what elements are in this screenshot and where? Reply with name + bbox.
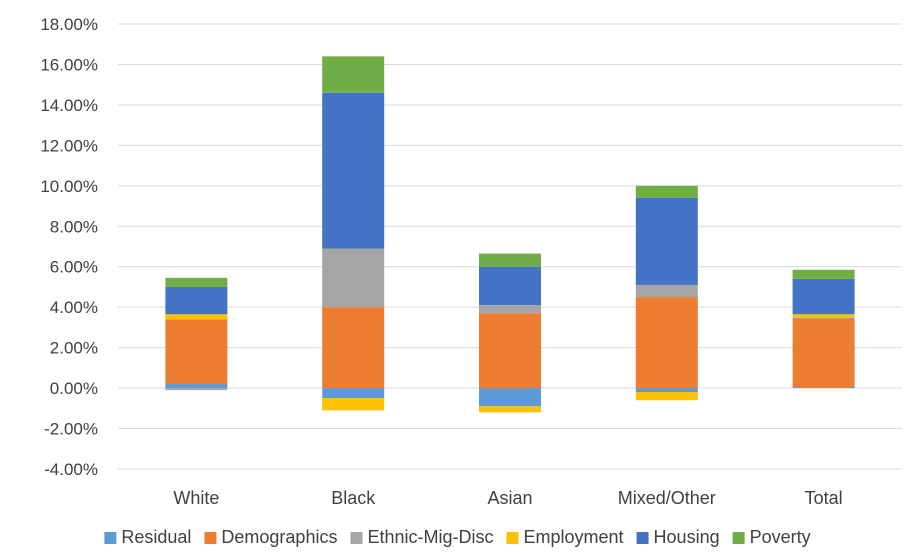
legend-label: Employment <box>524 527 624 547</box>
bar-segment-poverty <box>792 269 855 279</box>
bar-segment-demographics <box>479 313 541 389</box>
legend-swatch <box>204 532 217 544</box>
bars <box>165 56 855 413</box>
legend-label: Housing <box>654 527 720 547</box>
bar-segment-demographics <box>165 319 228 385</box>
x-category-label: White <box>173 488 219 508</box>
legend-swatch <box>104 532 117 544</box>
y-tick-label: 6.00% <box>50 258 98 277</box>
legend-item: Residual <box>104 527 191 547</box>
legend-item: Employment <box>506 527 624 547</box>
bar-segment-employment <box>322 398 385 411</box>
x-category-label: Black <box>331 488 376 508</box>
bar-segment-poverty <box>635 185 698 198</box>
bar-segment-housing <box>635 197 698 285</box>
y-tick-label: 2.00% <box>50 339 98 358</box>
legend-swatch <box>732 532 745 544</box>
legend-swatch <box>350 532 363 544</box>
bar-segment-employment <box>792 314 855 318</box>
legend-item: Housing <box>636 527 720 547</box>
bar-segment-employment <box>165 314 228 320</box>
y-tick-label: 8.00% <box>50 217 98 236</box>
y-axis: -4.00% -2.00% 0.00% 2.00% 4.00% 6.00% 8.00% 10.… <box>40 15 98 479</box>
legend-item: Demographics <box>204 527 337 547</box>
bar-segment-ethnic-mig-disc <box>792 317 855 319</box>
legend-label: Poverty <box>750 527 811 547</box>
bar-segment-housing <box>165 286 228 315</box>
bar-segment-ethnic-mig-disc <box>165 388 228 391</box>
y-tick-label: -4.00% <box>44 460 98 479</box>
bar-segment-residual <box>635 388 698 393</box>
x-category-label: Mixed/Other <box>618 488 716 508</box>
x-axis: White Black Asian Mixed/Other Total <box>173 488 842 508</box>
bar-segment-residual <box>479 388 541 407</box>
bar-segment-residual <box>165 384 228 389</box>
legend-label: Demographics <box>221 527 337 547</box>
legend-label: Residual <box>121 527 191 547</box>
bar-segment-demographics <box>792 318 855 388</box>
bar-segment-ethnic-mig-disc <box>635 284 698 298</box>
bar-segment-housing <box>322 92 385 249</box>
legend-label: Ethnic-Mig-Disc <box>367 527 493 547</box>
y-tick-label: 16.00% <box>40 55 98 74</box>
legend-swatch <box>636 532 649 544</box>
x-category-label: Asian <box>487 488 532 508</box>
y-tick-label: 10.00% <box>40 177 98 196</box>
bar-segment-demographics <box>635 297 698 389</box>
bar-segment-housing <box>792 278 855 315</box>
x-category-label: Total <box>805 488 843 508</box>
bar-segment-employment <box>479 406 541 413</box>
bar-segment-residual <box>322 388 385 399</box>
y-tick-label: 12.00% <box>40 136 98 155</box>
legend-item: Ethnic-Mig-Disc <box>350 527 494 547</box>
bar-segment-demographics <box>322 307 385 389</box>
y-tick-label: 0.00% <box>50 379 98 398</box>
bar-segment-ethnic-mig-disc <box>322 248 385 308</box>
legend: Residual Demographics Ethnic-Mig-Disc Emplo… <box>104 527 811 547</box>
bar-segment-poverty <box>479 253 541 267</box>
y-tick-label: -2.00% <box>44 420 98 439</box>
bar-segment-employment <box>635 392 698 401</box>
bar-segment-ethnic-mig-disc <box>479 305 541 314</box>
bar-segment-poverty <box>165 277 228 287</box>
legend-swatch <box>506 532 519 544</box>
bar-segment-residual <box>792 387 855 389</box>
y-tick-label: 4.00% <box>50 298 98 317</box>
y-tick-label: 18.00% <box>40 15 98 34</box>
bar-segment-poverty <box>322 56 385 93</box>
bar-segment-housing <box>479 266 541 306</box>
legend-item: Poverty <box>732 527 811 547</box>
y-tick-label: 14.00% <box>40 96 98 115</box>
